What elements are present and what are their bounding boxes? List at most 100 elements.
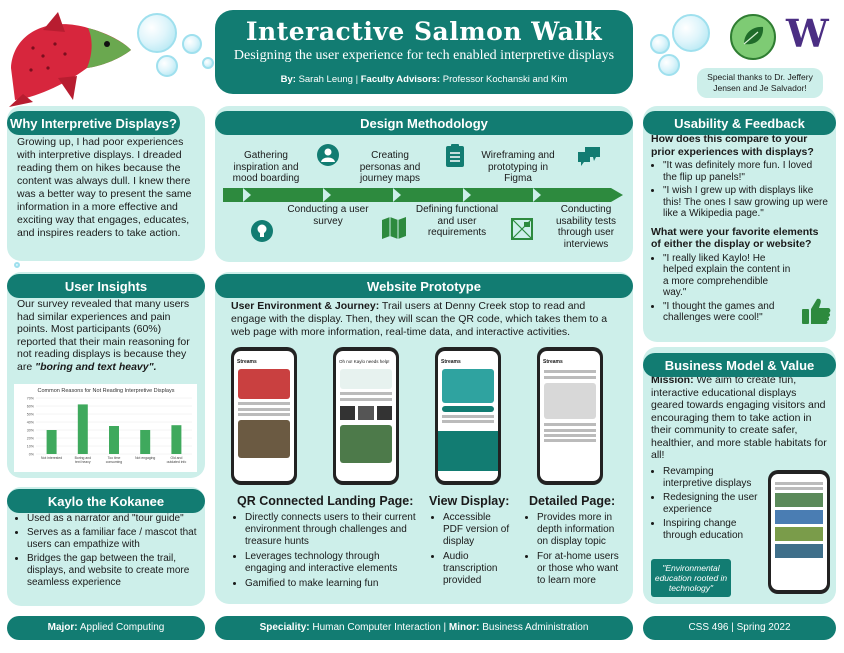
timeline-arrow (223, 188, 623, 202)
step-wireframing: Wireframing and prototyping in Figma (481, 150, 555, 184)
y-tick-label: 0% (29, 453, 35, 457)
y-tick-label: 40% (27, 421, 35, 425)
detail-item: Provides more in depth information on di… (537, 512, 627, 548)
x-tick-label: Old and (170, 456, 182, 460)
intro-text: Trail users at Denny Creek stop to read … (231, 300, 608, 338)
y-tick-label: 50% (27, 413, 35, 417)
mission-label: Mission: (651, 374, 694, 386)
env-education-badge (730, 14, 776, 60)
bubble-decoration (156, 55, 178, 77)
y-tick-label: 30% (27, 429, 35, 433)
y-tick-label: 70% (27, 397, 35, 401)
bubble-decoration (658, 54, 680, 76)
y-tick-label: 20% (27, 437, 35, 441)
by-label: By: (280, 74, 296, 85)
phone-title: Streams (441, 359, 461, 365)
chart-bar (77, 404, 88, 454)
uw-logo: W (786, 11, 829, 56)
footer-major: Major: Applied Computing (7, 616, 205, 640)
intro-label: User Environment & Journey: (231, 300, 380, 312)
design-heading: Design Methodology (215, 111, 633, 135)
insights-text: Our survey revealed that many users had … (17, 298, 195, 373)
x-tick-label: Not engaging (135, 456, 155, 460)
minor-value: Business Administration (479, 622, 589, 633)
x-tick-label: consuming (106, 460, 123, 464)
spec-value: Human Computer Interaction (309, 622, 441, 633)
phone-title: Streams (543, 359, 563, 365)
detail-list: Provides more in depth information on di… (527, 512, 627, 590)
advisors-names: Professor Kochanski and Kim (442, 74, 568, 85)
map-icon (382, 217, 406, 239)
x-tick-label: text heavy (75, 460, 91, 464)
phone-mockup-detail: Streams (537, 347, 603, 485)
prototype-intro: User Environment & Journey: Trail users … (231, 300, 623, 339)
author-name: Sarah Leung (298, 74, 353, 85)
why-heading: Why Interpretive Displays? (7, 111, 180, 135)
thumbs-up-icon (802, 298, 831, 324)
bubble-decoration (182, 34, 202, 54)
view-display-item: Audio transcription provided (443, 551, 513, 587)
view-display-list: Accessible PDF version of display Audio … (433, 512, 513, 590)
major-label: Major: (47, 622, 78, 633)
major-value: Applied Computing (77, 622, 165, 633)
phone-mockup-display: Streams (435, 347, 501, 485)
poster-subtitle: Designing the user experience for tech e… (233, 48, 615, 63)
advisors-label: Faculty Advisors: (360, 74, 441, 85)
kaylo-item: Used as a narrator and "tour guide" (27, 513, 197, 525)
kaylo-heading: Kaylo the Kokanee (7, 489, 205, 513)
feedback-panel: How does this compare to your prior expe… (643, 106, 836, 342)
lightbulb-icon (251, 220, 273, 242)
person-icon (317, 144, 339, 166)
step-personas: Creating personas and journey maps (359, 150, 421, 184)
chart-bar (46, 430, 57, 454)
phone-title: Streams (237, 359, 257, 365)
step-usability: Conducting usability tests through user … (555, 204, 617, 250)
landing-list: Directly connects users to their current… (235, 512, 421, 593)
landing-item: Directly connects users to their current… (245, 512, 421, 548)
bubble-decoration (137, 13, 177, 53)
view-display-heading: View Display: (429, 494, 510, 508)
kaylo-item: Bridges the gap between the trail, displ… (27, 553, 197, 589)
feedback-quote: "It was definitely more fun. I loved the… (663, 160, 828, 183)
mission-text: Mission: We aim to create fun, interacti… (651, 374, 828, 462)
x-tick-label: outdated info (167, 460, 187, 464)
bubble-decoration (650, 34, 670, 54)
detail-heading: Detailed Page: (529, 494, 616, 508)
chart-bar (171, 425, 182, 454)
detail-item: For at-home users or those who want to l… (537, 551, 627, 587)
step-inspiration: Gathering inspiration and mood boarding (232, 150, 300, 184)
chat-bubbles-icon (578, 147, 600, 166)
business-item: Inspiring change through education (663, 518, 759, 542)
wireframe-icon (511, 218, 533, 240)
bubble-decoration (672, 14, 710, 52)
business-item: Redesigning the user experience (663, 492, 759, 516)
kaylo-item: Serves as a familiar face / mascot that … (27, 527, 197, 551)
bubble-decoration (202, 57, 214, 69)
step-requirements: Defining functional and user requirement… (415, 204, 499, 238)
prototype-heading: Website Prototype (215, 274, 633, 298)
business-item: Revamping interpretive displays (663, 466, 759, 490)
step-survey: Conducting a user survey (287, 204, 369, 227)
minor-label: Minor: (448, 622, 480, 633)
feedback-quote: "I thought the games and challenges were… (663, 301, 794, 324)
mission-body: We aim to create fun, interactive educat… (651, 374, 827, 461)
phone-title: Oh no! Kaylo needs help! (339, 359, 390, 364)
chart-title: Common Reasons for Not Reading Interpret… (38, 388, 175, 394)
leaf-icon (743, 26, 764, 45)
y-tick-label: 10% (27, 445, 35, 449)
why-text: Growing up, I had poor experiences with … (17, 136, 192, 239)
x-tick-label: Not interested (41, 456, 62, 460)
feedback-quote: "I wish I grew up with displays like thi… (663, 185, 828, 220)
insights-quote: "boring and text heavy". (35, 360, 157, 373)
footer-speciality: Speciality: Human Computer Interaction |… (215, 616, 633, 640)
bubble-decoration (14, 262, 20, 268)
landing-item: Gamified to make learning fun (245, 578, 421, 590)
spec-label: Speciality: (259, 622, 310, 633)
chart-bar (140, 430, 151, 454)
salmon-illustration (9, 12, 131, 107)
x-tick-label: Boring and (75, 456, 92, 460)
view-display-item: Accessible PDF version of display (443, 512, 513, 548)
feedback-quote: "I really liked Kaylo! He helped explain… (663, 253, 794, 299)
checklist-icon (446, 144, 464, 167)
prototype-panel: User Environment & Journey: Trail users … (215, 272, 633, 604)
